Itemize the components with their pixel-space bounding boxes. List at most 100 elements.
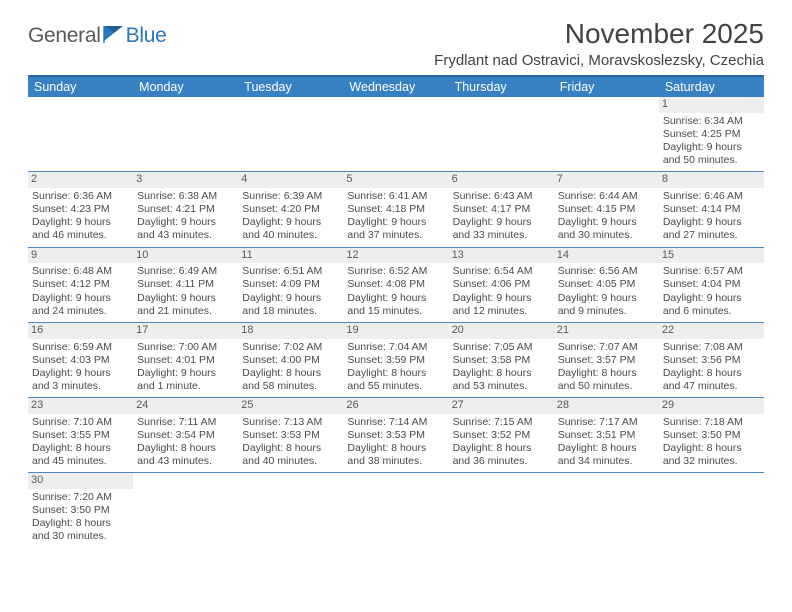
flag-icon bbox=[103, 25, 125, 48]
cell-daylight1: Daylight: 8 hours bbox=[242, 442, 339, 455]
calendar-cell: 25Sunrise: 7:13 AMSunset: 3:53 PMDayligh… bbox=[238, 398, 343, 473]
cell-sunset: Sunset: 4:09 PM bbox=[242, 278, 339, 291]
cell-sunset: Sunset: 3:59 PM bbox=[347, 354, 444, 367]
cell-sunrise: Sunrise: 6:51 AM bbox=[242, 265, 339, 278]
cell-daylight1: Daylight: 9 hours bbox=[242, 292, 339, 305]
calendar-cell: 19Sunrise: 7:04 AMSunset: 3:59 PMDayligh… bbox=[343, 322, 448, 397]
cell-sunrise: Sunrise: 6:41 AM bbox=[347, 190, 444, 203]
cell-sunrise: Sunrise: 7:11 AM bbox=[137, 416, 234, 429]
calendar-cell: 10Sunrise: 6:49 AMSunset: 4:11 PMDayligh… bbox=[133, 247, 238, 322]
day-number: 3 bbox=[133, 172, 238, 188]
logo-text-blue: Blue bbox=[126, 24, 167, 48]
calendar-cell: 2Sunrise: 6:36 AMSunset: 4:23 PMDaylight… bbox=[28, 172, 133, 247]
cell-sunrise: Sunrise: 6:39 AM bbox=[242, 190, 339, 203]
cell-daylight2: and 37 minutes. bbox=[347, 229, 444, 242]
cell-daylight2: and 40 minutes. bbox=[242, 229, 339, 242]
cell-sunrise: Sunrise: 6:54 AM bbox=[453, 265, 550, 278]
cell-daylight1: Daylight: 8 hours bbox=[32, 517, 129, 530]
cell-daylight2: and 21 minutes. bbox=[137, 305, 234, 318]
day-number: 12 bbox=[343, 248, 448, 264]
cell-sunset: Sunset: 4:14 PM bbox=[663, 203, 760, 216]
cell-daylight1: Daylight: 9 hours bbox=[347, 292, 444, 305]
title-block: November 2025 Frydlant nad Ostravici, Mo… bbox=[434, 18, 764, 69]
calendar-cell: 28Sunrise: 7:17 AMSunset: 3:51 PMDayligh… bbox=[554, 398, 659, 473]
cell-sunrise: Sunrise: 7:17 AM bbox=[558, 416, 655, 429]
cell-daylight1: Daylight: 8 hours bbox=[558, 442, 655, 455]
cell-sunset: Sunset: 4:06 PM bbox=[453, 278, 550, 291]
calendar-cell bbox=[133, 97, 238, 172]
cell-daylight1: Daylight: 9 hours bbox=[663, 141, 760, 154]
calendar-cell bbox=[554, 97, 659, 172]
day-header: Friday bbox=[554, 76, 659, 97]
day-header-row: SundayMondayTuesdayWednesdayThursdayFrid… bbox=[28, 76, 764, 97]
cell-daylight2: and 30 minutes. bbox=[32, 530, 129, 543]
cell-sunset: Sunset: 3:56 PM bbox=[663, 354, 760, 367]
logo-text-general: General bbox=[28, 24, 101, 48]
day-number: 30 bbox=[28, 473, 133, 489]
day-number: 8 bbox=[659, 172, 764, 188]
day-header: Tuesday bbox=[238, 76, 343, 97]
calendar-row: 2Sunrise: 6:36 AMSunset: 4:23 PMDaylight… bbox=[28, 172, 764, 247]
cell-sunset: Sunset: 4:17 PM bbox=[453, 203, 550, 216]
cell-daylight2: and 32 minutes. bbox=[663, 455, 760, 468]
cell-sunrise: Sunrise: 6:48 AM bbox=[32, 265, 129, 278]
cell-sunset: Sunset: 4:08 PM bbox=[347, 278, 444, 291]
cell-daylight1: Daylight: 9 hours bbox=[347, 216, 444, 229]
calendar-body: 1Sunrise: 6:34 AMSunset: 4:25 PMDaylight… bbox=[28, 97, 764, 548]
cell-daylight1: Daylight: 9 hours bbox=[558, 292, 655, 305]
cell-daylight2: and 53 minutes. bbox=[453, 380, 550, 393]
cell-daylight2: and 30 minutes. bbox=[558, 229, 655, 242]
cell-daylight1: Daylight: 8 hours bbox=[453, 367, 550, 380]
cell-sunrise: Sunrise: 6:57 AM bbox=[663, 265, 760, 278]
cell-daylight1: Daylight: 9 hours bbox=[663, 216, 760, 229]
cell-daylight2: and 27 minutes. bbox=[663, 229, 760, 242]
cell-sunset: Sunset: 4:18 PM bbox=[347, 203, 444, 216]
cell-daylight1: Daylight: 9 hours bbox=[137, 216, 234, 229]
calendar-cell: 18Sunrise: 7:02 AMSunset: 4:00 PMDayligh… bbox=[238, 322, 343, 397]
cell-daylight2: and 9 minutes. bbox=[558, 305, 655, 318]
calendar-cell: 20Sunrise: 7:05 AMSunset: 3:58 PMDayligh… bbox=[449, 322, 554, 397]
cell-sunrise: Sunrise: 7:02 AM bbox=[242, 341, 339, 354]
cell-daylight1: Daylight: 8 hours bbox=[558, 367, 655, 380]
day-number: 24 bbox=[133, 398, 238, 414]
cell-daylight1: Daylight: 9 hours bbox=[137, 367, 234, 380]
cell-daylight2: and 47 minutes. bbox=[663, 380, 760, 393]
calendar-cell bbox=[28, 97, 133, 172]
day-number: 21 bbox=[554, 323, 659, 339]
cell-sunrise: Sunrise: 7:00 AM bbox=[137, 341, 234, 354]
day-number: 10 bbox=[133, 248, 238, 264]
day-header: Thursday bbox=[449, 76, 554, 97]
cell-daylight2: and 43 minutes. bbox=[137, 229, 234, 242]
day-header: Sunday bbox=[28, 76, 133, 97]
cell-daylight1: Daylight: 8 hours bbox=[347, 442, 444, 455]
cell-sunset: Sunset: 3:54 PM bbox=[137, 429, 234, 442]
cell-sunrise: Sunrise: 7:10 AM bbox=[32, 416, 129, 429]
cell-sunrise: Sunrise: 6:56 AM bbox=[558, 265, 655, 278]
day-number: 4 bbox=[238, 172, 343, 188]
cell-sunrise: Sunrise: 6:49 AM bbox=[137, 265, 234, 278]
cell-daylight2: and 46 minutes. bbox=[32, 229, 129, 242]
calendar-cell: 1Sunrise: 6:34 AMSunset: 4:25 PMDaylight… bbox=[659, 97, 764, 172]
cell-daylight2: and 12 minutes. bbox=[453, 305, 550, 318]
calendar-cell bbox=[554, 473, 659, 548]
calendar-cell bbox=[659, 473, 764, 548]
location-text: Frydlant nad Ostravici, Moravskoslezsky,… bbox=[434, 52, 764, 69]
cell-daylight1: Daylight: 8 hours bbox=[663, 442, 760, 455]
calendar-cell: 5Sunrise: 6:41 AMSunset: 4:18 PMDaylight… bbox=[343, 172, 448, 247]
calendar-cell: 9Sunrise: 6:48 AMSunset: 4:12 PMDaylight… bbox=[28, 247, 133, 322]
day-number: 7 bbox=[554, 172, 659, 188]
calendar-cell: 3Sunrise: 6:38 AMSunset: 4:21 PMDaylight… bbox=[133, 172, 238, 247]
day-number: 22 bbox=[659, 323, 764, 339]
cell-daylight1: Daylight: 8 hours bbox=[32, 442, 129, 455]
calendar-table: SundayMondayTuesdayWednesdayThursdayFrid… bbox=[28, 75, 764, 548]
cell-daylight2: and 34 minutes. bbox=[558, 455, 655, 468]
cell-sunset: Sunset: 3:53 PM bbox=[242, 429, 339, 442]
day-number: 17 bbox=[133, 323, 238, 339]
cell-sunset: Sunset: 3:57 PM bbox=[558, 354, 655, 367]
cell-sunset: Sunset: 4:21 PM bbox=[137, 203, 234, 216]
cell-daylight1: Daylight: 8 hours bbox=[242, 367, 339, 380]
calendar-cell: 15Sunrise: 6:57 AMSunset: 4:04 PMDayligh… bbox=[659, 247, 764, 322]
calendar-cell: 30Sunrise: 7:20 AMSunset: 3:50 PMDayligh… bbox=[28, 473, 133, 548]
calendar-cell: 23Sunrise: 7:10 AMSunset: 3:55 PMDayligh… bbox=[28, 398, 133, 473]
cell-sunset: Sunset: 4:01 PM bbox=[137, 354, 234, 367]
